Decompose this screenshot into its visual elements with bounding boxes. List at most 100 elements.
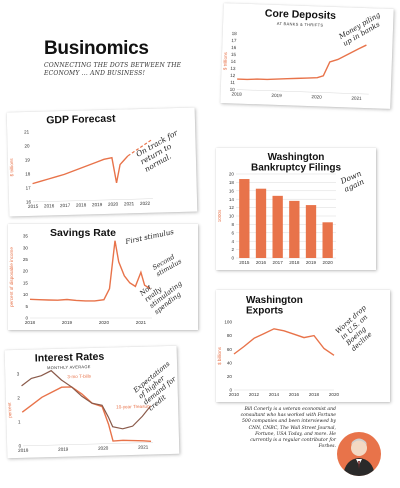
x-axis-line — [23, 442, 154, 447]
chart-svg-washington-bankruptcy-filings: Washington Bankruptcy Filings 0 2 4 6 8 10 12 14 1… — [217, 152, 366, 265]
y-tick-label: 2 — [17, 395, 20, 400]
y-tick-label: 15 — [231, 52, 237, 57]
x-tick-label: 2020 — [311, 94, 322, 99]
y-tick-label: 18 — [25, 171, 31, 176]
y-tick-label: 80 — [227, 333, 233, 338]
y-tick-label: 0 — [25, 316, 28, 321]
y-tick-label: 18 — [229, 180, 235, 185]
x-tick-label: 2015 — [28, 204, 39, 209]
x-tick-label: 2015 — [239, 260, 250, 265]
chart-card-interest-rates: Interest Rates MONTHLY AVERAGE 0 1 2 3 percent… — [4, 345, 180, 459]
y-tick-label: 12 — [229, 205, 235, 210]
author-bio: Bill Conerly is a veteran economist and … — [240, 407, 336, 450]
x-tick-label: 2016 — [256, 260, 267, 265]
x-tick-label: 2021 — [351, 96, 362, 101]
chart-title: GDP Forecast — [46, 113, 116, 127]
x-tick-label: 2020 — [329, 392, 340, 397]
x-tick-label: 2021 — [124, 201, 135, 206]
y-tick-label: 13 — [230, 66, 236, 71]
chart-title: Washington Bankruptcy Filings — [251, 152, 341, 174]
bar-2019 — [305, 205, 317, 258]
y-tick-label: 17 — [231, 38, 237, 43]
y-tick-label: 1 — [18, 419, 21, 424]
chart-svg-washington-exports: Washington Exports 0 20 40 60 80 100 $ billions 2… — [217, 295, 374, 397]
bar-2020 — [322, 222, 333, 258]
x-tick-label: 2014 — [269, 392, 280, 397]
y-tick-label: 4 — [231, 239, 234, 244]
x-tick-label: 2019 — [62, 320, 73, 325]
y-tick-label: 10 — [230, 87, 236, 92]
y-tick-label: 16 — [26, 199, 32, 204]
y-axis-label: percent of disposable income — [9, 247, 14, 307]
x-tick-label: 2018 — [309, 392, 320, 397]
chart-title: Interest Rates — [35, 351, 105, 365]
x-tick-label: 2012 — [249, 392, 260, 397]
y-tick-label: 15 — [23, 280, 29, 285]
chart-title: Savings Rate — [50, 227, 116, 239]
y-tick-label: 0 — [229, 388, 232, 393]
series-line — [233, 328, 335, 356]
x-axis-line — [236, 89, 369, 95]
y-tick-label: 5 — [25, 304, 28, 309]
y-tick-label: 18 — [232, 31, 238, 36]
bar-2016 — [255, 188, 267, 258]
y-tick-label: 20 — [23, 269, 29, 274]
chart-subtitle: MONTHLY AVERAGE — [47, 364, 91, 370]
person-icon — [343, 438, 375, 476]
x-tick-label: 2020 — [323, 260, 334, 265]
bar-2018 — [289, 200, 300, 258]
annotation: First stimulus — [124, 228, 175, 246]
y-tick-label: 30 — [23, 245, 29, 250]
y-tick-label: 6 — [231, 230, 234, 235]
y-tick-label: 20 — [227, 374, 233, 379]
x-tick-label: 2018 — [289, 260, 300, 265]
x-tick-label: 2017 — [273, 260, 284, 265]
chart-card-washington-exports: Washington Exports 0 20 40 60 80 100 $ billions 2… — [216, 290, 390, 402]
x-tick-label: 2022 — [140, 201, 151, 206]
y-axis-label: $ trillions — [222, 51, 228, 70]
y-tick-label: 14 — [229, 197, 235, 202]
x-tick-label: 2020 — [99, 320, 110, 325]
series-label: 3-mo T-bills — [67, 374, 91, 380]
y-tick-label: 60 — [227, 347, 233, 352]
y-tick-label: 3 — [17, 371, 20, 376]
chart-card-gdp-forecast: GDP Forecast 16 17 18 19 20 21 $ trillions 2015 2… — [6, 107, 198, 217]
y-tick-label: 12 — [230, 73, 236, 78]
brand-block: Businomics CONNECTING THE DOTS BETWEEN T… — [44, 38, 204, 78]
y-tick-label: 40 — [227, 360, 233, 365]
x-tick-label: 2010 — [229, 392, 240, 397]
series-line — [21, 369, 151, 430]
chart-title: Core Deposits — [265, 8, 337, 22]
y-tick-label: 2 — [231, 247, 234, 252]
series-line — [32, 155, 129, 185]
y-tick-label: 21 — [24, 129, 30, 134]
x-tick-label: 2018 — [25, 320, 36, 325]
y-axis-label: $ trillions — [9, 158, 14, 177]
y-tick-label: 17 — [25, 185, 31, 190]
x-tick-label: 2017 — [60, 203, 71, 208]
series-line — [237, 44, 367, 81]
annotation-line: First stimulus — [124, 228, 175, 246]
chart-subtitle: AT BANKS & THRIFTS — [277, 21, 324, 28]
y-tick-label: 0 — [18, 443, 21, 448]
brand-tagline: CONNECTING THE DOTS BETWEEN THE ECONOMY … — [44, 62, 182, 77]
y-tick-label: 11 — [230, 80, 235, 85]
author-avatar — [337, 432, 381, 476]
y-tick-label: 8 — [231, 222, 234, 227]
y-tick-label: 25 — [23, 257, 29, 262]
y-tick-label: 20 — [229, 172, 235, 177]
y-tick-label: 16 — [229, 188, 235, 193]
x-tick-label: 2020 — [108, 202, 119, 207]
x-tick-label: 2019 — [58, 447, 69, 452]
series-line — [29, 240, 151, 302]
x-tick-label: 2020 — [98, 446, 109, 451]
y-axis-label: 1000s — [217, 209, 222, 222]
x-tick-label: 2021 — [136, 320, 147, 325]
